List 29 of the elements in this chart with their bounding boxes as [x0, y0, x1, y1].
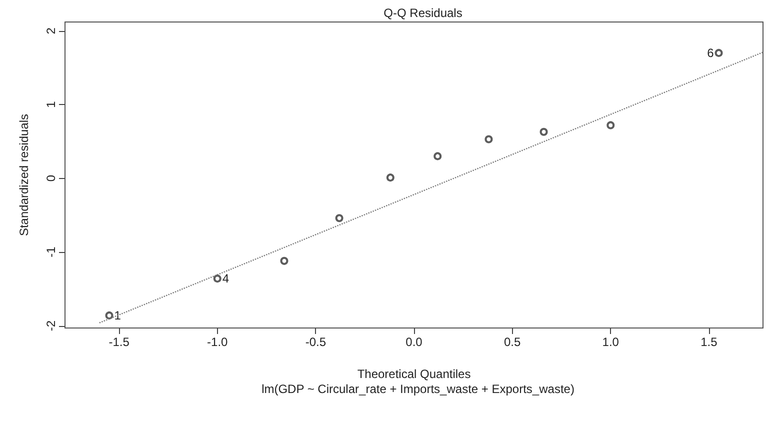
point [606, 121, 615, 130]
annotation: 4 [222, 272, 230, 286]
y-tick-label: 0 [44, 174, 58, 182]
y-tick-label: 2 [44, 27, 58, 34]
y-tick-label: -1 [44, 246, 58, 258]
chart-title: Q-Q Residuals [384, 6, 462, 20]
point [280, 256, 288, 265]
x-tick-label: 0.5 [504, 335, 521, 349]
y-tick-label: 1 [44, 100, 58, 108]
point [213, 274, 222, 283]
x-tick-label: -0.5 [305, 335, 326, 349]
text: lm(GDP ~ Circular_rate + Imports_waste + Exports_waste) [262, 382, 574, 396]
point [434, 152, 442, 160]
y-tick-label: -2 [44, 320, 58, 332]
x-tick-label: 1.0 [602, 335, 620, 349]
point [386, 174, 394, 182]
point [540, 128, 548, 136]
x-tick-label: 1.5 [700, 335, 718, 349]
point [335, 214, 344, 222]
x-tick-label: 0.0 [406, 335, 423, 349]
x-axis-title: Theoretical Quantiles [357, 367, 471, 381]
x-tick-label: -1.0 [207, 335, 228, 349]
annotation: 6 [707, 46, 714, 60]
y-axis-title: Standardized residuals [17, 114, 31, 236]
x-tick-label: -1.5 [108, 335, 130, 349]
annotation: 1 [114, 308, 122, 322]
point [484, 135, 493, 144]
point [105, 311, 114, 320]
point [714, 48, 723, 57]
